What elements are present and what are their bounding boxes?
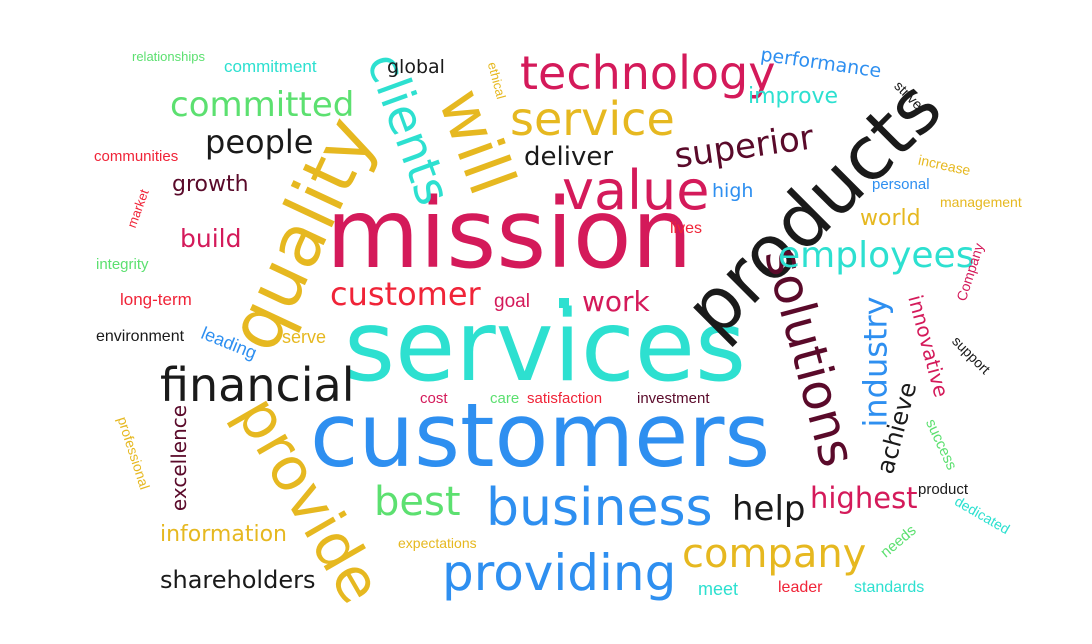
word-communities: communities [94, 148, 179, 165]
word-people: people [205, 123, 314, 161]
word-integrity: integrity [96, 256, 149, 273]
word-value: value [562, 159, 710, 222]
word-shareholders: shareholders [160, 566, 316, 594]
word-management: management [940, 194, 1022, 210]
word-meet: meet [698, 579, 739, 599]
word-needs: needs [877, 521, 920, 562]
word-business: business [486, 478, 713, 538]
word-relationships: relationships [132, 49, 205, 64]
word-environment: environment [96, 328, 185, 345]
word-build: build [180, 224, 242, 253]
word-providing: providing [442, 544, 677, 602]
word-commitment: commitment [224, 57, 317, 76]
word-professional: professional [114, 414, 154, 492]
word-increase: increase [916, 151, 973, 179]
word-growth: growth [172, 172, 249, 197]
word-customer: customer [330, 275, 481, 313]
word-performance: performance [759, 43, 883, 83]
word-investment: investment [637, 390, 710, 407]
word-personal: personal [872, 176, 930, 193]
word-goal: goal [494, 291, 530, 312]
accent-square [559, 298, 569, 308]
word-support: support [949, 332, 994, 378]
word-dedicated: dedicated [952, 492, 1013, 538]
word-mission: mission [326, 178, 693, 290]
word-success: success [921, 416, 961, 473]
word-superior: superior [671, 117, 817, 177]
word-employees: employees [778, 235, 975, 276]
word-world: world [860, 206, 921, 231]
word-leader: leader [778, 579, 823, 596]
word-work: work [582, 285, 650, 318]
word-best: best [374, 479, 461, 525]
word-product: product [918, 481, 969, 498]
word-help: help [732, 489, 806, 529]
word-service: service [510, 92, 675, 146]
word-cost: cost [420, 390, 448, 407]
word-technology: technology [520, 46, 776, 100]
word-highest: highest [810, 481, 918, 515]
word-financial: financial [160, 358, 355, 412]
word-long-term: long-term [120, 290, 192, 309]
word-care: care [490, 390, 520, 407]
word-information: information [160, 522, 287, 547]
word-deliver: deliver [524, 142, 614, 172]
word-global: global [387, 56, 445, 78]
word-solutions: solutions [753, 241, 868, 473]
word-excellence: excellence [167, 404, 192, 512]
word-company: company [682, 531, 867, 577]
word-customers: customers [310, 384, 771, 487]
word-standards: standards [854, 579, 925, 596]
word-expectations: expectations [398, 535, 477, 551]
word-market: market [124, 187, 152, 230]
word-satisfaction: satisfaction [527, 390, 603, 407]
word-lives: lives [670, 220, 703, 237]
word-services: services [344, 290, 747, 404]
word-improve: improve [748, 84, 839, 109]
word-high: high [712, 180, 754, 202]
word-serve: serve [282, 327, 327, 347]
word-committed: committed [170, 85, 355, 125]
